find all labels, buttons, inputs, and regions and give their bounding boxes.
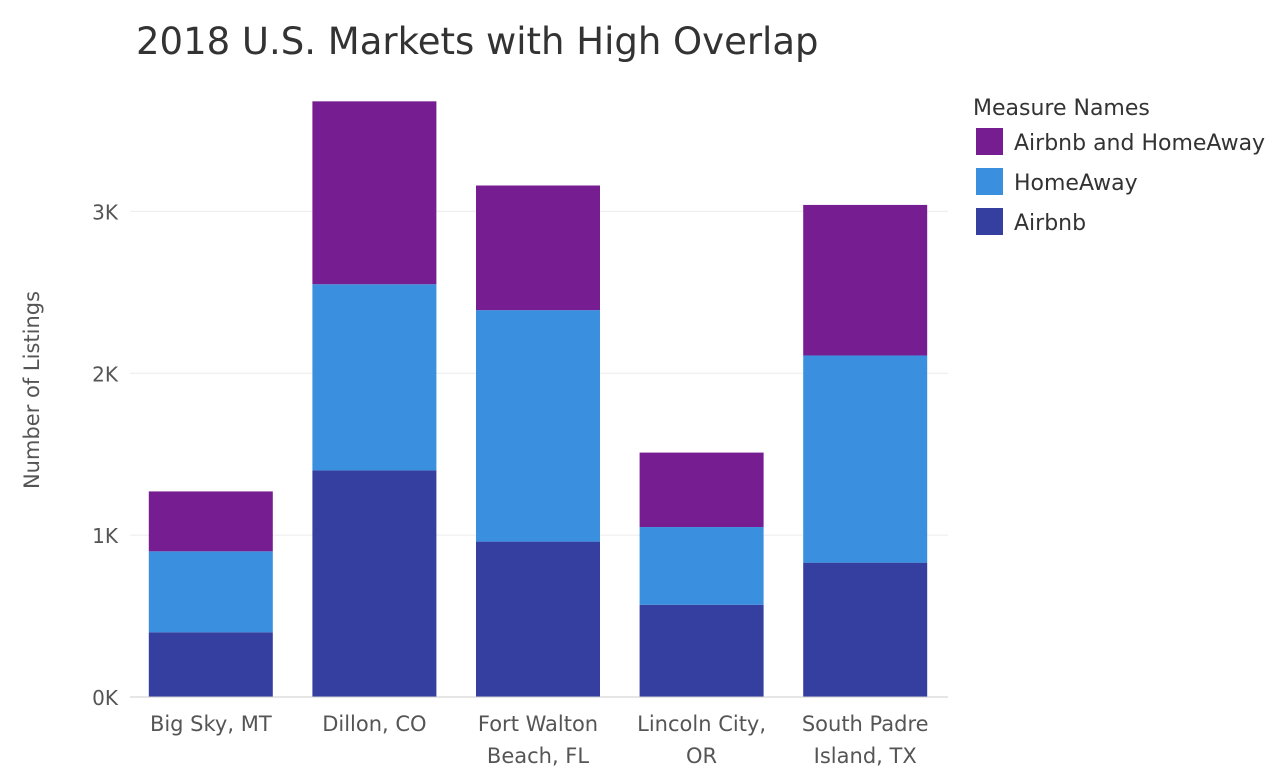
legend-label-airbnb: Airbnb bbox=[1014, 211, 1086, 236]
legend-title: Measure Names bbox=[973, 96, 1150, 121]
chart-title: 2018 U.S. Markets with High Overlap bbox=[136, 20, 819, 63]
x-tick-label: Island, TX bbox=[814, 744, 917, 768]
bar-airbnb-0 bbox=[148, 632, 273, 697]
bar-airbnb-and-homeaway-4 bbox=[803, 204, 928, 356]
y-axis-label: Number of Listings bbox=[20, 291, 44, 489]
legend-swatch-homeaway bbox=[976, 168, 1003, 195]
legend-label-homeaway: HomeAway bbox=[1014, 171, 1138, 196]
x-tick-label: Fort Walton bbox=[478, 712, 598, 736]
x-tick-label: Beach, FL bbox=[487, 744, 589, 768]
bar-airbnb-and-homeaway-1 bbox=[312, 101, 437, 285]
bar-airbnb-2 bbox=[476, 541, 600, 697]
x-tick-label: South Padre bbox=[802, 712, 929, 736]
legend: Measure Names Airbnb and HomeAway HomeAwa… bbox=[973, 96, 1265, 236]
x-tick-label: Lincoln City, bbox=[637, 712, 766, 736]
bar-homeaway-0 bbox=[148, 551, 273, 633]
bar-airbnb-and-homeaway-2 bbox=[476, 185, 600, 311]
bar-homeaway-1 bbox=[312, 284, 437, 471]
y-tick-label: 2K bbox=[92, 362, 119, 386]
y-tick-label: 1K bbox=[92, 524, 119, 548]
bar-homeaway-3 bbox=[639, 527, 764, 605]
bar-airbnb-and-homeaway-0 bbox=[148, 491, 273, 552]
y-tick-label: 0K bbox=[92, 686, 119, 710]
bar-homeaway-2 bbox=[476, 310, 600, 542]
legend-label-airbnb-and-homeaway: Airbnb and HomeAway bbox=[1014, 131, 1265, 156]
legend-swatch-airbnb-and-homeaway bbox=[976, 128, 1003, 155]
bars bbox=[148, 101, 928, 697]
legend-items: Airbnb and HomeAway HomeAway Airbnb bbox=[976, 128, 1265, 236]
bar-homeaway-4 bbox=[803, 355, 928, 563]
x-tick-label: Big Sky, MT bbox=[150, 712, 272, 736]
y-ticks: 0K 1K 2K 3K bbox=[92, 200, 119, 710]
x-tick-label: OR bbox=[686, 744, 717, 768]
bar-airbnb-1 bbox=[312, 470, 437, 697]
x-tick-label: Dillon, CO bbox=[322, 712, 426, 736]
x-ticks: Big Sky, MT Dillon, CO Fort Walton Beach, F… bbox=[150, 712, 929, 768]
legend-swatch-airbnb bbox=[976, 208, 1003, 235]
bar-airbnb-4 bbox=[803, 562, 928, 697]
bar-airbnb-and-homeaway-3 bbox=[639, 452, 764, 528]
y-tick-label: 3K bbox=[92, 200, 119, 224]
bar-airbnb-3 bbox=[639, 604, 764, 697]
